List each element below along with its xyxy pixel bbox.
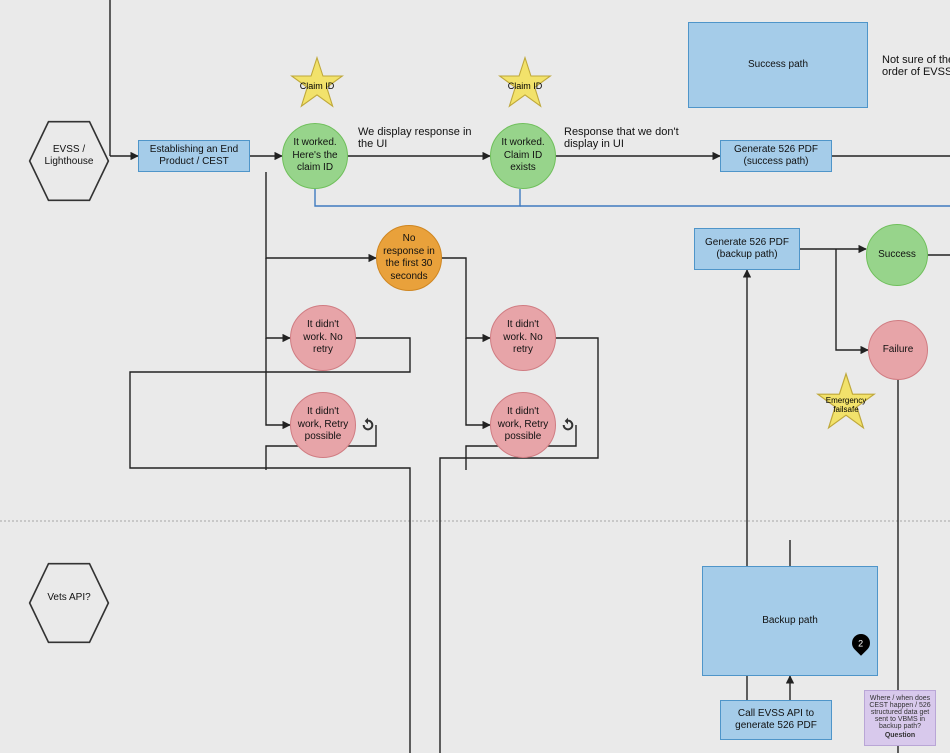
hex-evss-label: EVSS / Lighthouse xyxy=(34,144,104,169)
rect-success-path-label: Success path xyxy=(748,59,808,72)
hex-evss-lighthouse: EVSS / Lighthouse xyxy=(28,120,110,192)
retry-icon xyxy=(560,417,576,433)
circle-retry-1: It didn't work, Retry possible xyxy=(290,392,356,458)
circle-no-response: No response in the first 30 seconds xyxy=(376,225,442,291)
rect-backup-path-group: Backup path xyxy=(702,566,878,676)
star-claim-id-2: Claim ID xyxy=(498,56,552,110)
circle-no-retry-1: It didn't work. No retry xyxy=(290,305,356,371)
hex-vets-label: Vets API? xyxy=(47,592,90,605)
hex-vets-api: Vets API? xyxy=(28,562,110,634)
note-dont-display-text: Response that we don't display in UI xyxy=(564,126,679,150)
note-dont-display: Response that we don't display in UI xyxy=(564,126,704,150)
circle-failure-label: Failure xyxy=(883,344,914,357)
sticky-question[interactable]: Where / when does CEST happen / 526 stru… xyxy=(864,690,936,746)
circle-it-worked-2: It worked. Claim ID exists xyxy=(490,123,556,189)
rect-call-evss-api: Call EVSS API to generate 526 PDF xyxy=(720,700,832,740)
circle-retry-2-label: It didn't work, Retry possible xyxy=(497,406,549,444)
rect-establish-cest: Establishing an End Product / CEST xyxy=(138,140,250,172)
rect-generate-526-success-label: Generate 526 PDF (success path) xyxy=(727,144,825,169)
circle-failure: Failure xyxy=(868,320,928,380)
circle-it-worked-2-label: It worked. Claim ID exists xyxy=(497,137,549,175)
circle-success: Success xyxy=(866,224,928,286)
sticky-question-text: Where / when does CEST happen / 526 stru… xyxy=(869,695,931,730)
rect-establish-cest-label: Establishing an End Product / CEST xyxy=(145,144,243,169)
circle-no-retry-2-label: It didn't work. No retry xyxy=(497,319,549,357)
rect-generate-526-success: Generate 526 PDF (success path) xyxy=(720,140,832,172)
star-emergency-failsafe: Emergency failsafe xyxy=(816,372,876,432)
rect-backup-path-label: Backup path xyxy=(762,615,818,628)
note-order: Not sure of the order of EVSS xyxy=(882,54,950,78)
rect-generate-526-backup: Generate 526 PDF (backup path) xyxy=(694,228,800,270)
note-we-display-text: We display response in the UI xyxy=(358,126,472,150)
circle-retry-2: It didn't work, Retry possible xyxy=(490,392,556,458)
circle-it-worked-1-label: It worked. Here's the claim ID xyxy=(289,137,341,175)
swimlane-divider xyxy=(0,520,950,522)
star-claim-id-2-label: Claim ID xyxy=(498,56,552,110)
comment-pin-count: 2 xyxy=(858,638,863,648)
retry-icon xyxy=(360,417,376,433)
star-emergency-failsafe-label: Emergency failsafe xyxy=(816,372,876,432)
rect-generate-526-backup-label: Generate 526 PDF (backup path) xyxy=(701,237,793,262)
circle-retry-1-label: It didn't work, Retry possible xyxy=(297,406,349,444)
star-claim-id-1: Claim ID xyxy=(290,56,344,110)
rect-success-path-group: Success path xyxy=(688,22,868,108)
rect-call-evss-api-label: Call EVSS API to generate 526 PDF xyxy=(727,708,825,733)
circle-no-retry-2: It didn't work. No retry xyxy=(490,305,556,371)
circle-no-retry-1-label: It didn't work. No retry xyxy=(297,319,349,357)
sticky-question-tag: Question xyxy=(869,732,931,739)
diagram-canvas: { "colors": { "bg": "#eaeaea", "rect_fil… xyxy=(0,0,950,753)
star-claim-id-1-label: Claim ID xyxy=(290,56,344,110)
circle-it-worked-1: It worked. Here's the claim ID xyxy=(282,123,348,189)
circle-success-label: Success xyxy=(878,249,916,262)
circle-no-response-label: No response in the first 30 seconds xyxy=(383,233,435,283)
note-we-display: We display response in the UI xyxy=(358,126,478,150)
note-order-text: Not sure of the order of EVSS xyxy=(882,54,950,78)
